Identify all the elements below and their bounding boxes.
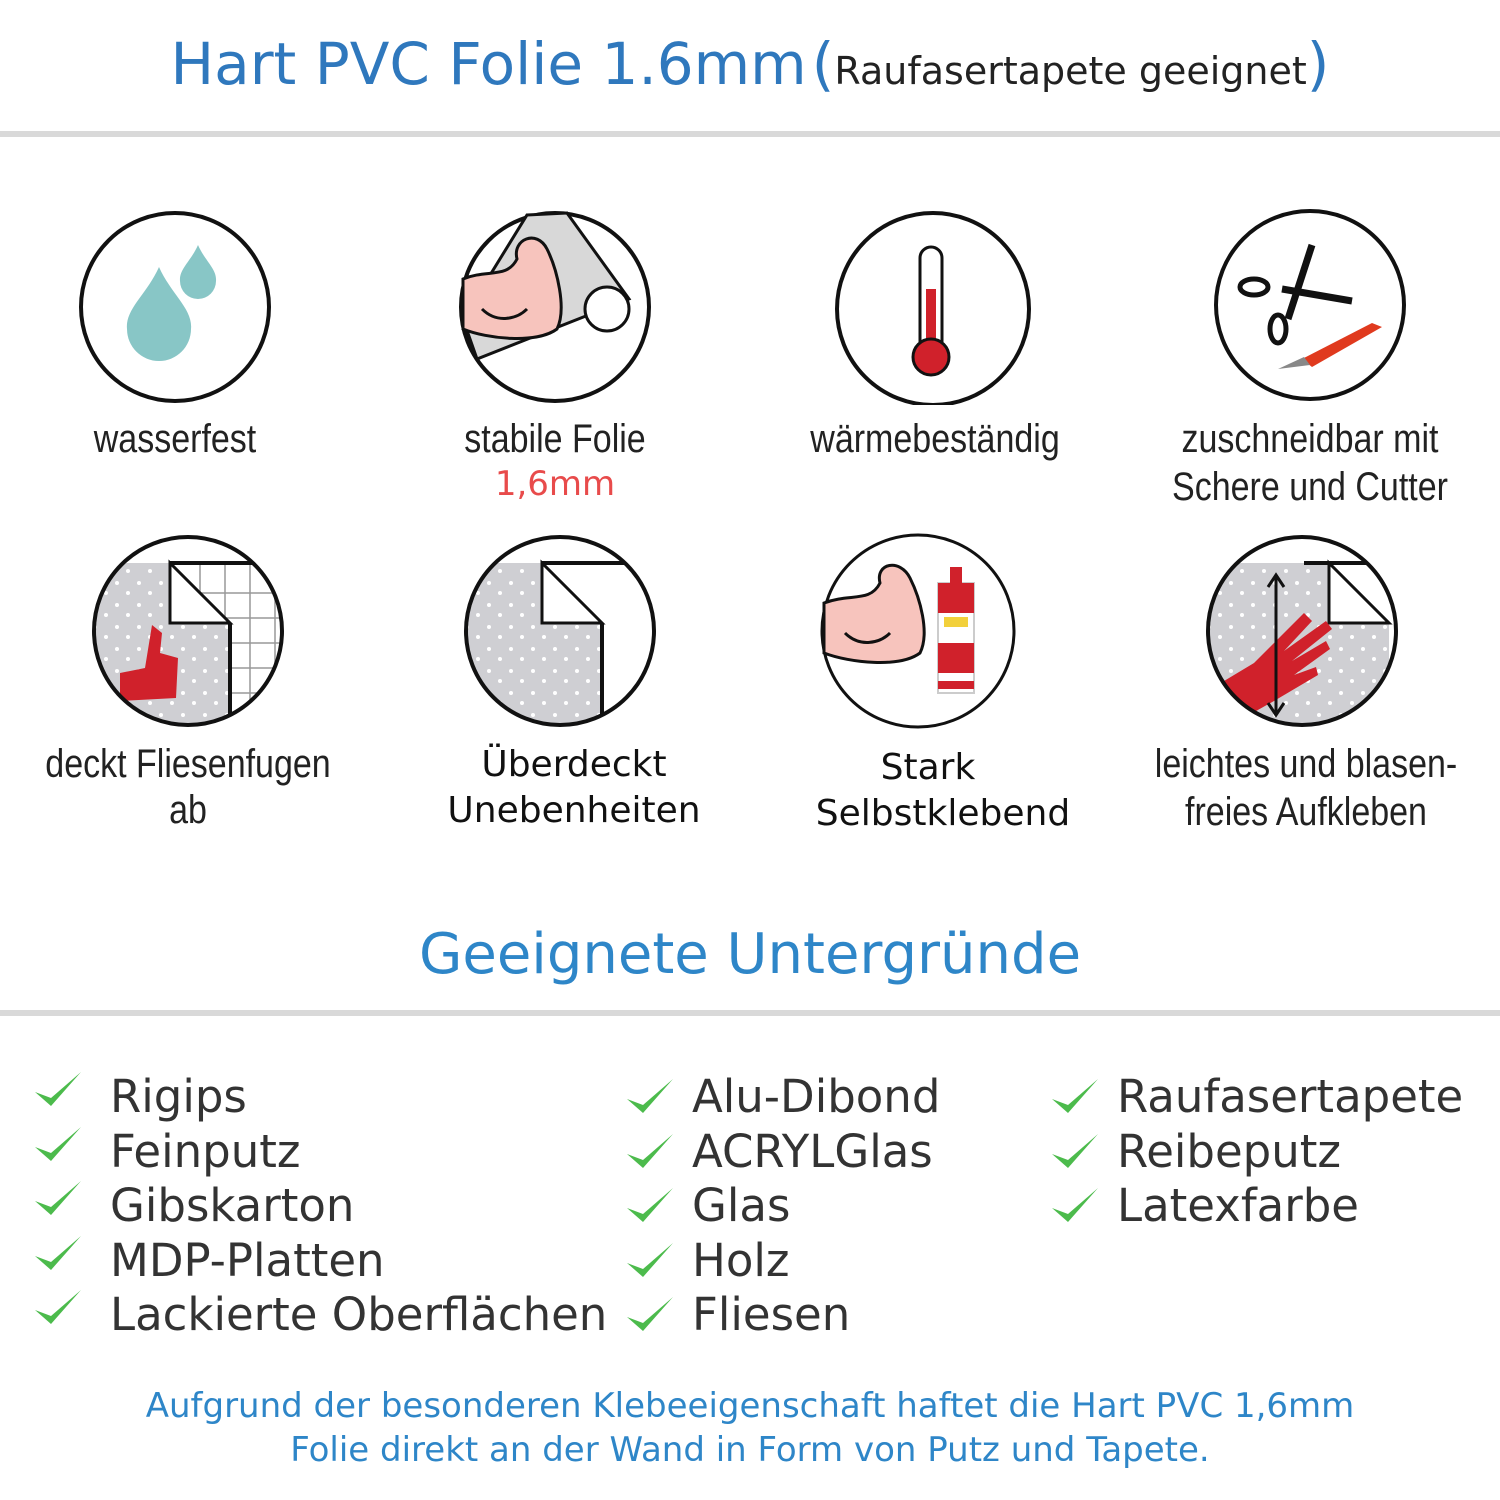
strong-adhesive-icon	[820, 533, 1016, 729]
feature-label-zuschneidbar-2: Schere und Cutter	[1172, 465, 1448, 509]
surface-item: Raufasertapete	[1117, 1070, 1464, 1123]
footer-line-2: Folie direkt an der Wand in Form von Put…	[290, 1430, 1210, 1470]
check-icon	[625, 1075, 675, 1119]
surface-item: Lackierte Oberflächen	[110, 1288, 608, 1341]
tile-cover-icon	[90, 533, 286, 729]
surface-item: Alu-Dibond	[692, 1070, 941, 1123]
surface-item: Feinputz	[110, 1124, 301, 1178]
surface-item: Latexfarbe	[1117, 1179, 1359, 1232]
feature-label-stark-1: Stark	[880, 747, 976, 788]
hand-apply-icon	[1204, 533, 1400, 729]
divider	[0, 1010, 1500, 1016]
surface-item: ACRYLGlas	[692, 1124, 933, 1178]
check-icon	[33, 1123, 83, 1167]
title-main: Hart PVC Folie 1.6mm	[170, 30, 807, 98]
check-icon	[625, 1130, 675, 1174]
feature-label-aufkleben-1: leichtes und blasen-	[1154, 742, 1458, 786]
footer-line-1: Aufgrund der besonderen Klebeeigenschaft…	[145, 1386, 1355, 1426]
divider	[0, 131, 1500, 137]
check-icon	[33, 1177, 83, 1221]
paren-open: (	[811, 30, 835, 98]
check-icon	[1050, 1184, 1100, 1228]
paren-close: )	[1306, 30, 1330, 98]
surface-item: MDP-Platten	[110, 1233, 385, 1287]
feature-label-stark-2: Selbstklebend	[815, 793, 1071, 834]
surface-item: Fliesen	[692, 1288, 851, 1341]
thermometer-icon	[835, 209, 1031, 407]
water-drops-icon	[77, 209, 273, 405]
feature-label-wasserfest: wasserfest	[93, 417, 257, 461]
feature-label-stabile-folie: stabile Folie	[464, 417, 646, 461]
feature-label-fliesenfugen: deckt Fliesenfugen ab	[45, 742, 331, 832]
scissors-cutter-icon	[1212, 209, 1408, 405]
footer-note: Aufgrund der besonderen Klebeeigenschaft…	[0, 1384, 1500, 1472]
feature-label-ueberdeckt-2: Unebenheiten	[447, 790, 701, 831]
title-subtitle: Raufasertapete geeignet	[834, 49, 1307, 93]
feature-label-zuschneidbar-1: zuschneidbar mit	[1181, 417, 1439, 461]
check-icon	[33, 1286, 83, 1330]
page-title: Hart PVC Folie 1.6mm (Raufasertapete gee…	[0, 30, 1500, 98]
surface-item: Rigips	[110, 1070, 247, 1123]
check-icon	[33, 1068, 83, 1112]
check-icon	[1050, 1130, 1100, 1174]
check-icon	[625, 1184, 675, 1228]
surface-item: Reibeputz	[1117, 1124, 1342, 1178]
feature-sub-thickness: 1,6mm	[494, 464, 616, 504]
uneven-surface-icon	[462, 533, 658, 729]
strong-foil-icon	[457, 209, 653, 405]
surface-item: Gibskarton	[110, 1179, 355, 1232]
surface-item: Glas	[692, 1179, 791, 1232]
section-title-surfaces: Geeignete Untergründe	[418, 922, 1082, 987]
surface-item: Holz	[692, 1233, 790, 1287]
feature-label-ueberdeckt-1: Überdeckt	[481, 744, 667, 785]
check-icon	[1050, 1075, 1100, 1119]
feature-label-aufkleben-2: freies Aufkleben	[1185, 790, 1427, 834]
feature-label-waermebestaendig: wärmebeständig	[810, 417, 1060, 461]
check-icon	[33, 1232, 83, 1276]
check-icon	[625, 1293, 675, 1337]
check-icon	[625, 1239, 675, 1283]
